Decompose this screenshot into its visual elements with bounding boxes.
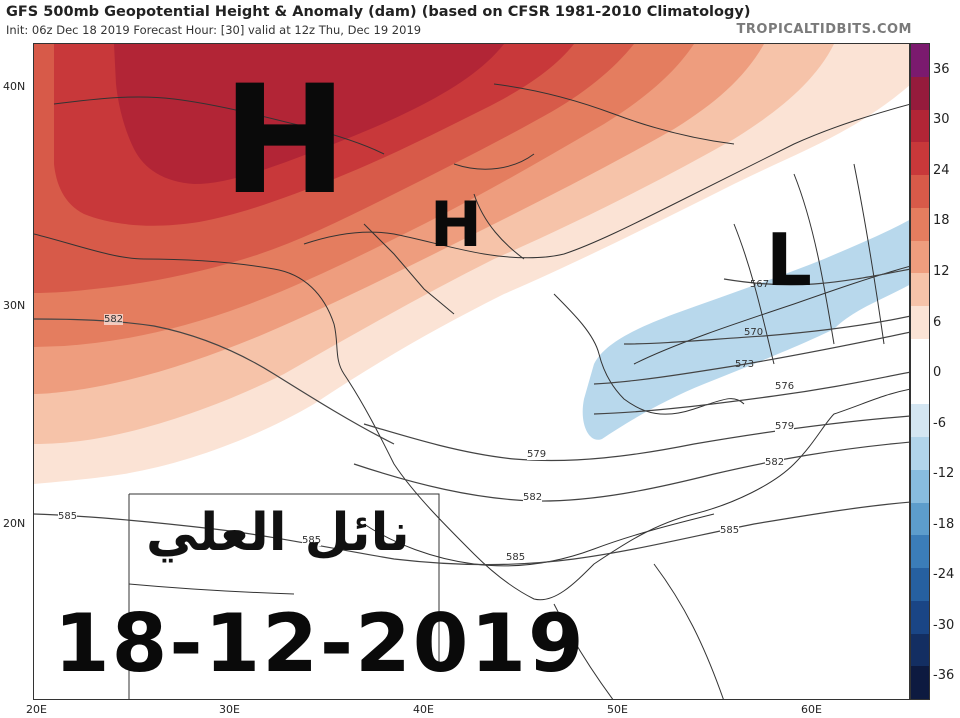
colorbar-swatch [911,633,929,667]
author-name-overlay: نائل العلي [146,503,410,563]
colorbar-swatch [911,109,929,143]
colorbar-swatch [911,142,929,175]
anomaly-band-pos-21 [114,44,504,184]
colorbar-swatch [911,600,929,634]
colorbar-swatch [911,437,929,470]
coastlines [34,83,909,699]
colorbar-tick: 6 [933,315,942,330]
contour-label: 585 [58,511,78,522]
contour-label: 585 [506,552,526,563]
colorbar-swatch [911,306,929,339]
chart-title: GFS 500mb Geopotential Height & Anomaly … [6,4,751,20]
colorbar-tick: 36 [933,62,950,77]
colorbar-swatch [911,469,929,503]
contour-585 [34,501,909,566]
height-contours [34,268,909,566]
contour-573 [593,331,909,385]
high-pressure-marker-small: H [430,188,482,261]
lat-label: 20N [3,517,26,530]
map-canvas [34,44,909,699]
contour-label: 570 [744,327,764,338]
colorbar-tick: -12 [933,466,955,481]
brand-watermark: TROPICALTIDBITS.COM [736,22,912,37]
lon-label: 20E [26,703,47,716]
colorbar-tick: 30 [933,112,950,127]
chart-subtitle: Init: 06z Dec 18 2019 Forecast Hour: [30… [6,23,422,37]
contour-label: 582 [104,314,124,325]
contour-570 [623,315,909,345]
low-pressure-marker: L [766,218,812,302]
anomaly-band-neg-6 [582,220,909,440]
contour-label: 585 [302,535,322,546]
map-panel: 582 567 570 573 576 579 579 582 582 585 … [33,43,910,700]
colorbar-tick: 18 [933,213,950,228]
colorbar-swatch [911,76,929,110]
lon-label: 60E [801,703,822,716]
colorbar-swatch [911,240,929,274]
lon-label: 30E [219,703,240,716]
lat-label: 30N [3,299,26,312]
contour-label: 573 [735,359,755,370]
anomaly-colorbar [910,43,930,700]
colorbar-swatch [911,207,929,241]
colorbar-tick: -30 [933,618,955,633]
high-pressure-marker-large: H [222,54,348,228]
contour-label: 582 [523,492,543,503]
contour-label: 579 [775,421,795,432]
contour-label: 582 [765,457,785,468]
colorbar-tick: -18 [933,517,955,532]
colorbar-swatch [911,502,929,536]
contour-582-west [34,318,395,445]
contour-582 [353,441,909,502]
colorbar-swatch [911,535,929,568]
colorbar-swatch [911,175,929,208]
contour-579 [363,415,909,462]
colorbar-tick: 12 [933,264,950,279]
colorbar-tick: 0 [933,365,942,380]
colorbar-swatch [911,338,929,372]
colorbar-swatch [911,404,929,437]
colorbar-tick: 24 [933,163,950,178]
colorbar-swatch [911,666,929,699]
colorbar-swatch [911,371,929,405]
colorbar-swatch [911,568,929,601]
colorbar-swatch [911,273,929,306]
date-overlay: 18-12-2019 [54,597,586,690]
contour-label: 579 [527,449,547,460]
lon-label: 50E [607,703,628,716]
colorbar-tick: -6 [933,416,946,431]
contour-label: 576 [775,381,795,392]
lon-label: 40E [413,703,434,716]
contour-label: 585 [720,525,740,536]
contour-label: 567 [750,279,770,290]
colorbar-tick: -24 [933,567,955,582]
contour-567 [723,268,909,286]
contour-576 [593,371,909,415]
lat-label: 40N [3,80,26,93]
colorbar-swatch [911,44,929,77]
colorbar-tick: -36 [933,668,955,683]
